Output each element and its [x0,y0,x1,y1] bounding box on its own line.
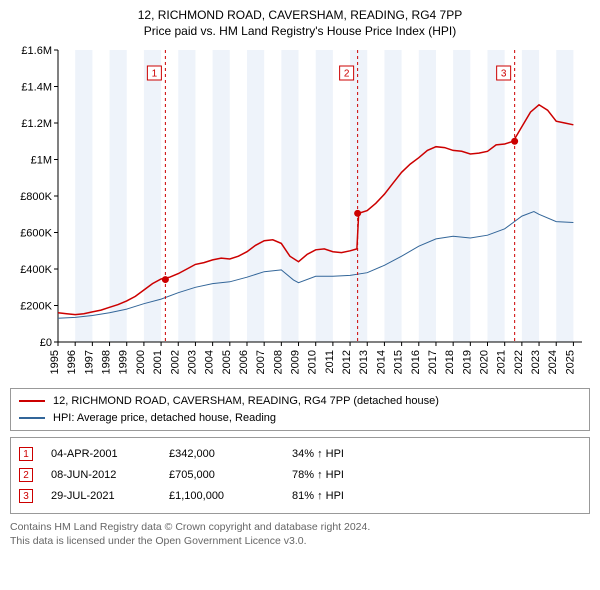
footnote-pct: 78% ↑ HPI [292,465,344,486]
svg-text:2016: 2016 [410,350,422,374]
footnote-badge: 1 [19,447,33,461]
svg-text:£1.4M: £1.4M [21,82,52,94]
transaction-footnotes: 1 04-APR-2001 £342,000 34% ↑ HPI 2 08-JU… [10,437,590,514]
chart-title: 12, RICHMOND ROAD, CAVERSHAM, READING, R… [10,8,590,22]
svg-text:1998: 1998 [101,350,113,374]
svg-text:2012: 2012 [341,350,353,374]
svg-text:2014: 2014 [375,350,387,374]
footnote-date: 29-JUL-2021 [51,486,151,507]
footnote-date: 04-APR-2001 [51,444,151,465]
price-chart: £0 £200K £400K £600K £800K £1M £1.2M £1.4M £1.6M… [10,44,590,384]
footnote-row: 3 29-JUL-2021 £1,100,000 81% ↑ HPI [19,486,581,507]
svg-text:2002: 2002 [169,350,181,374]
footnote-date: 08-JUN-2012 [51,465,151,486]
svg-text:3: 3 [501,69,507,80]
footnote-pct: 81% ↑ HPI [292,486,344,507]
svg-text:2019: 2019 [461,350,473,374]
svg-text:2022: 2022 [513,350,525,374]
credits: Contains HM Land Registry data © Crown c… [10,520,590,548]
svg-text:2008: 2008 [272,350,284,374]
footnote-row: 2 08-JUN-2012 £705,000 78% ↑ HPI [19,465,581,486]
legend-item-blue: HPI: Average price, detached house, Read… [19,410,581,427]
svg-text:1997: 1997 [83,350,95,374]
footnote-price: £705,000 [169,465,274,486]
footnote-badge: 2 [19,468,33,482]
svg-text:£800K: £800K [20,191,52,203]
footnote-price: £342,000 [169,444,274,465]
svg-text:£1.6M: £1.6M [21,45,52,57]
svg-text:2025: 2025 [564,350,576,374]
svg-text:2005: 2005 [221,350,233,374]
svg-text:1999: 1999 [118,350,130,374]
svg-text:2004: 2004 [204,350,216,374]
svg-text:2009: 2009 [290,350,302,374]
svg-text:2000: 2000 [135,350,147,374]
svg-text:2020: 2020 [479,350,491,374]
svg-text:2006: 2006 [238,350,250,374]
credits-line: Contains HM Land Registry data © Crown c… [10,520,590,534]
legend-item-red: 12, RICHMOND ROAD, CAVERSHAM, READING, R… [19,393,581,410]
svg-text:1: 1 [152,69,158,80]
svg-text:£600K: £600K [20,228,52,240]
legend: 12, RICHMOND ROAD, CAVERSHAM, READING, R… [10,388,590,431]
svg-text:2024: 2024 [547,350,559,374]
svg-text:£0: £0 [40,337,52,349]
svg-text:2003: 2003 [186,350,198,374]
footnote-badge: 3 [19,489,33,503]
svg-text:2010: 2010 [307,350,319,374]
footnote-row: 1 04-APR-2001 £342,000 34% ↑ HPI [19,444,581,465]
legend-label-red: 12, RICHMOND ROAD, CAVERSHAM, READING, R… [53,393,439,410]
svg-text:2007: 2007 [255,350,267,374]
svg-text:£400K: £400K [20,264,52,276]
svg-text:£1.2M: £1.2M [21,118,52,130]
footnote-price: £1,100,000 [169,486,274,507]
chart-titles: 12, RICHMOND ROAD, CAVERSHAM, READING, R… [10,8,590,44]
legend-swatch-blue [19,417,45,419]
svg-text:2021: 2021 [496,350,508,374]
svg-text:2001: 2001 [152,350,164,374]
svg-text:1996: 1996 [66,350,78,374]
svg-text:2: 2 [344,69,350,80]
svg-text:2013: 2013 [358,350,370,374]
svg-text:1995: 1995 [49,350,61,374]
legend-label-blue: HPI: Average price, detached house, Read… [53,410,276,427]
footnote-pct: 34% ↑ HPI [292,444,344,465]
svg-text:2023: 2023 [530,350,542,374]
svg-text:2017: 2017 [427,350,439,374]
legend-swatch-red [19,400,45,402]
credits-line: This data is licensed under the Open Gov… [10,534,590,548]
svg-text:2015: 2015 [393,350,405,374]
svg-text:2018: 2018 [444,350,456,374]
svg-text:£1M: £1M [31,155,52,167]
chart-subtitle: Price paid vs. HM Land Registry's House … [10,24,590,38]
svg-text:2011: 2011 [324,350,336,374]
svg-text:£200K: £200K [20,301,52,313]
